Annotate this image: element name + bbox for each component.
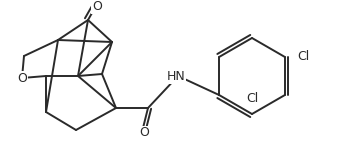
Text: HN: HN [166,69,186,83]
Text: O: O [92,0,102,13]
Text: Cl: Cl [246,91,258,104]
Text: O: O [17,72,27,84]
Text: O: O [139,127,149,139]
Text: Cl: Cl [297,51,309,63]
